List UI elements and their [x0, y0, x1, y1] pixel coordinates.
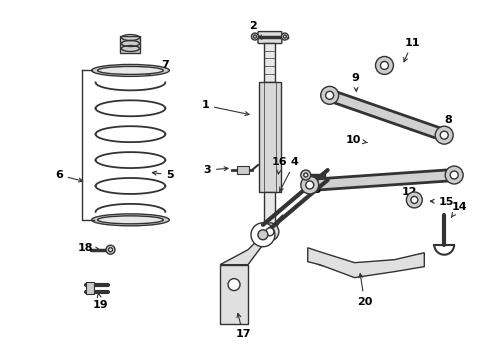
Ellipse shape	[91, 64, 169, 76]
Ellipse shape	[261, 223, 278, 241]
Ellipse shape	[325, 91, 333, 99]
Ellipse shape	[300, 176, 318, 194]
Ellipse shape	[300, 170, 310, 180]
Text: 9: 9	[351, 73, 359, 91]
Bar	[264, 192, 275, 227]
Ellipse shape	[91, 214, 169, 226]
FancyBboxPatch shape	[237, 166, 248, 174]
Ellipse shape	[406, 192, 422, 208]
Circle shape	[258, 230, 267, 240]
Text: 3: 3	[203, 165, 227, 175]
Ellipse shape	[439, 131, 447, 139]
Polygon shape	[307, 248, 424, 278]
Ellipse shape	[106, 245, 115, 254]
Text: 2: 2	[248, 21, 261, 39]
Text: 17: 17	[235, 314, 250, 339]
Text: 10: 10	[345, 135, 366, 145]
Text: 18: 18	[78, 243, 99, 253]
Text: 11: 11	[403, 37, 419, 62]
Ellipse shape	[98, 67, 163, 75]
Bar	[264, 42, 275, 82]
Ellipse shape	[253, 35, 256, 38]
Ellipse shape	[320, 86, 338, 104]
Ellipse shape	[434, 126, 452, 144]
Ellipse shape	[98, 216, 163, 224]
Ellipse shape	[444, 166, 462, 184]
Bar	[259, 82, 280, 192]
Ellipse shape	[410, 197, 417, 203]
Polygon shape	[220, 265, 247, 324]
Polygon shape	[220, 215, 282, 265]
Text: 16: 16	[271, 157, 287, 174]
Ellipse shape	[449, 171, 457, 179]
Text: 20: 20	[356, 274, 371, 306]
Circle shape	[227, 279, 240, 291]
Ellipse shape	[380, 62, 387, 69]
Text: 8: 8	[442, 115, 451, 131]
FancyBboxPatch shape	[258, 32, 281, 44]
Text: 14: 14	[450, 202, 466, 217]
Ellipse shape	[283, 35, 286, 38]
Text: 13: 13	[306, 179, 322, 195]
Ellipse shape	[375, 57, 393, 75]
Text: 4: 4	[279, 157, 298, 192]
Text: 5: 5	[152, 170, 174, 180]
Ellipse shape	[303, 173, 307, 177]
Ellipse shape	[265, 228, 273, 236]
Text: 7: 7	[146, 60, 169, 74]
Circle shape	[250, 223, 274, 247]
Text: 1: 1	[201, 100, 248, 116]
Text: 19: 19	[93, 293, 108, 310]
Text: 12: 12	[399, 181, 416, 197]
Bar	[120, 36, 140, 54]
Bar	[85, 282, 93, 293]
Ellipse shape	[108, 248, 112, 252]
Ellipse shape	[251, 33, 258, 40]
Text: 15: 15	[429, 197, 453, 207]
Text: 6: 6	[55, 170, 82, 182]
Ellipse shape	[281, 33, 288, 40]
Ellipse shape	[305, 181, 313, 189]
